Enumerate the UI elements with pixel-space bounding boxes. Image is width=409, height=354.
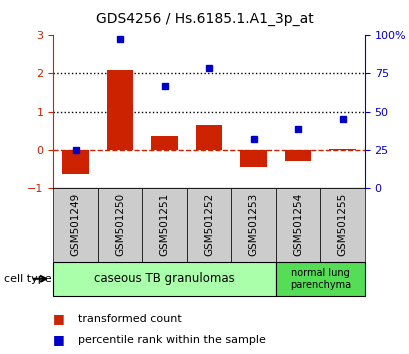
Text: transformed count: transformed count bbox=[78, 314, 181, 324]
Text: normal lung
parenchyma: normal lung parenchyma bbox=[289, 268, 350, 290]
Bar bbox=[195, 125, 222, 149]
Text: GSM501249: GSM501249 bbox=[70, 193, 80, 256]
Text: GSM501253: GSM501253 bbox=[248, 193, 258, 256]
Bar bbox=[62, 149, 89, 174]
Bar bbox=[284, 149, 311, 161]
Text: percentile rank within the sample: percentile rank within the sample bbox=[78, 335, 265, 345]
Bar bbox=[106, 70, 133, 149]
Text: GSM501251: GSM501251 bbox=[159, 193, 169, 256]
Text: cell type: cell type bbox=[4, 274, 52, 284]
Bar bbox=[240, 149, 266, 167]
Text: ■: ■ bbox=[53, 312, 65, 325]
Text: GSM501255: GSM501255 bbox=[337, 193, 347, 256]
Text: GDS4256 / Hs.6185.1.A1_3p_at: GDS4256 / Hs.6185.1.A1_3p_at bbox=[96, 12, 313, 27]
Text: GSM501250: GSM501250 bbox=[115, 193, 125, 256]
Text: ■: ■ bbox=[53, 333, 65, 346]
Text: GSM501254: GSM501254 bbox=[292, 193, 302, 256]
Text: GSM501252: GSM501252 bbox=[204, 193, 213, 256]
Text: caseous TB granulomas: caseous TB granulomas bbox=[94, 272, 234, 285]
Bar bbox=[151, 136, 178, 149]
